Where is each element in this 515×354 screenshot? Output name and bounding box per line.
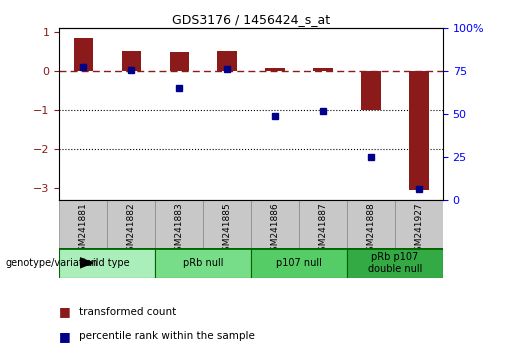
Bar bbox=[107, 200, 155, 248]
Text: transformed count: transformed count bbox=[79, 307, 176, 316]
Polygon shape bbox=[80, 258, 93, 268]
Bar bbox=[203, 200, 251, 248]
Text: GSM241882: GSM241882 bbox=[127, 202, 135, 257]
Bar bbox=[59, 248, 155, 278]
Bar bbox=[217, 51, 237, 71]
Bar bbox=[169, 52, 188, 71]
Text: p107 null: p107 null bbox=[276, 258, 322, 268]
Bar bbox=[314, 68, 333, 71]
Bar bbox=[347, 248, 443, 278]
Bar bbox=[59, 200, 107, 248]
Text: ■: ■ bbox=[59, 330, 71, 343]
Bar bbox=[251, 248, 347, 278]
Title: GDS3176 / 1456424_s_at: GDS3176 / 1456424_s_at bbox=[172, 13, 330, 26]
Bar bbox=[265, 68, 285, 71]
Bar bbox=[395, 200, 443, 248]
Text: pRb p107
double null: pRb p107 double null bbox=[368, 252, 422, 274]
Text: GSM241886: GSM241886 bbox=[270, 202, 280, 257]
Text: pRb null: pRb null bbox=[183, 258, 224, 268]
Text: percentile rank within the sample: percentile rank within the sample bbox=[79, 331, 255, 341]
Bar bbox=[155, 248, 251, 278]
Text: GSM241883: GSM241883 bbox=[175, 202, 184, 257]
Bar bbox=[299, 200, 347, 248]
Bar bbox=[347, 200, 395, 248]
Bar bbox=[155, 200, 203, 248]
Text: GSM241887: GSM241887 bbox=[318, 202, 328, 257]
Bar bbox=[251, 200, 299, 248]
Text: wild type: wild type bbox=[85, 258, 129, 268]
Bar bbox=[362, 71, 381, 110]
Text: GSM241881: GSM241881 bbox=[79, 202, 88, 257]
Bar bbox=[409, 71, 428, 190]
Text: ■: ■ bbox=[59, 305, 71, 318]
Text: genotype/variation: genotype/variation bbox=[5, 258, 98, 268]
Text: GSM241888: GSM241888 bbox=[367, 202, 375, 257]
Text: GSM241927: GSM241927 bbox=[415, 202, 423, 257]
Bar bbox=[122, 51, 141, 71]
Text: GSM241885: GSM241885 bbox=[222, 202, 232, 257]
Bar bbox=[74, 38, 93, 71]
